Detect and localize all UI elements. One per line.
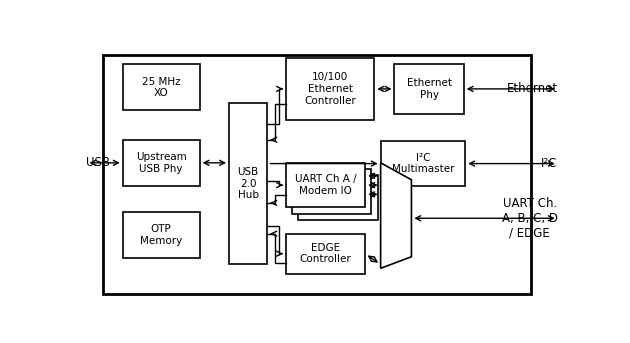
- Bar: [123, 64, 200, 110]
- Bar: [394, 64, 464, 114]
- Bar: [103, 55, 530, 294]
- Text: Upstream
USB Phy: Upstream USB Phy: [136, 152, 186, 174]
- Bar: [286, 58, 374, 120]
- Text: OTP
Memory: OTP Memory: [140, 224, 182, 246]
- Polygon shape: [381, 163, 411, 268]
- Bar: [286, 234, 365, 274]
- Text: 25 MHz
XO: 25 MHz XO: [142, 76, 180, 98]
- Text: I²C
Multimaster: I²C Multimaster: [392, 153, 454, 174]
- Bar: [298, 175, 377, 220]
- Text: UART Ch.
A, B, C, D
/ EDGE: UART Ch. A, B, C, D / EDGE: [501, 197, 558, 240]
- Text: I²C: I²C: [541, 157, 558, 170]
- Bar: [123, 140, 200, 186]
- Text: USB
2.0
Hub: USB 2.0 Hub: [238, 167, 259, 200]
- Text: UART Ch A /
Modem IO: UART Ch A / Modem IO: [295, 174, 357, 196]
- Bar: [381, 141, 466, 186]
- Text: 10/100
Ethernet
Controller: 10/100 Ethernet Controller: [304, 72, 356, 106]
- Text: USB: USB: [86, 156, 110, 169]
- Bar: [292, 169, 372, 214]
- Bar: [286, 163, 365, 208]
- Bar: [229, 103, 267, 264]
- Bar: [123, 212, 200, 258]
- Text: EDGE
Controller: EDGE Controller: [300, 243, 352, 264]
- Text: Ethernet: Ethernet: [507, 82, 558, 95]
- Text: Ethernet
Phy: Ethernet Phy: [406, 78, 452, 100]
